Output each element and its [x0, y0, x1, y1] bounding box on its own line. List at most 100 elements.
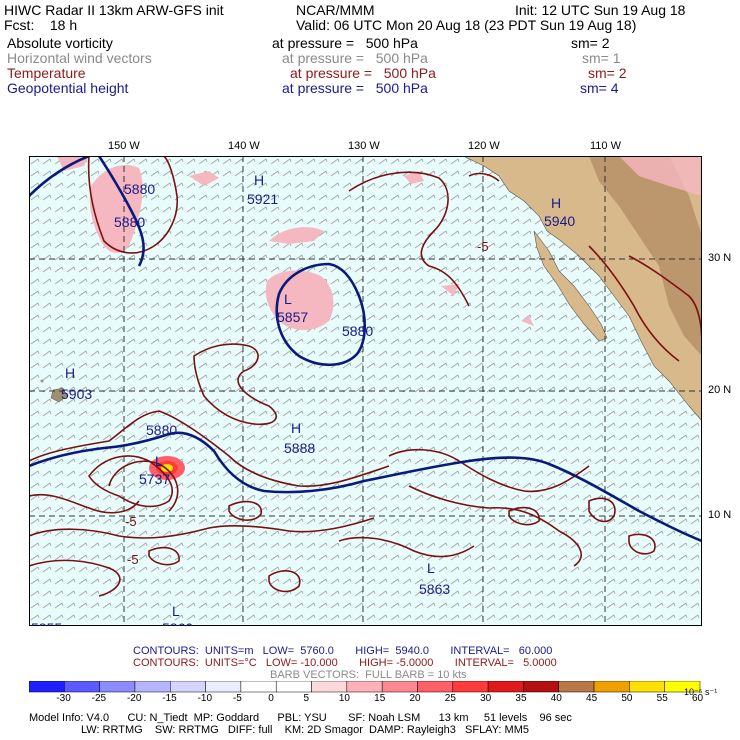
colorbar-swatch	[664, 681, 701, 693]
temp-labels: -5 -5 -5	[125, 239, 489, 567]
field-pressure-temperature: at pressure = 500 hPa	[290, 65, 436, 81]
label-value-5880-c: 5880	[342, 323, 373, 339]
colorbar-tick-label: 0	[268, 693, 274, 704]
label-value-5880-b: 5880	[114, 214, 145, 230]
colorbar-tick-label: 55	[656, 693, 668, 704]
label-value-5880-d: 5880	[146, 422, 177, 438]
valid-time: Valid: 06 UTC Mon 20 Aug 18 (23 PDT Sun …	[296, 17, 637, 33]
label-type-h-5921: H	[254, 172, 264, 188]
colorbar-swatch	[99, 681, 136, 693]
colorbar-swatch	[311, 681, 348, 693]
colorbar-swatch	[452, 681, 489, 693]
label-value-5860: 5860	[162, 620, 193, 626]
colorbar-tick-label: 20	[409, 693, 421, 704]
colorbar-units: 10⁻⁵ s⁻¹	[684, 687, 718, 697]
lat-label-30n: 30 N	[708, 252, 732, 264]
colorbar-swatch	[523, 681, 559, 693]
lat-lon-grid	[29, 156, 702, 626]
colorbar-swatch	[629, 681, 665, 693]
model-title: HIWC Radar II 13km ARW-GFS init	[4, 2, 224, 18]
height-contours	[29, 156, 702, 543]
label-type-l-5860: L	[172, 603, 180, 619]
label-value-5855: 5855	[31, 620, 62, 626]
colorbar-swatch	[170, 681, 206, 693]
colorbar-swatch	[275, 681, 312, 693]
label-type-l-5737: L	[155, 453, 163, 469]
field-name-height: Geopotential height	[7, 80, 129, 96]
colorbar-swatch	[381, 681, 418, 693]
colorbar-tick-label: 50	[621, 693, 633, 704]
field-name-vorticity: Absolute vorticity	[7, 35, 113, 51]
temp-label-b: -5	[125, 514, 137, 529]
height-labels: H 5921 H 5940 L 5857 H 5903 H 5888 L 586…	[31, 172, 575, 626]
map-border	[29, 156, 702, 626]
colorbar-tick-label: -15	[162, 693, 177, 704]
colorbar-tick-label: 15	[374, 693, 386, 704]
colorbar-tick-label: -10	[197, 693, 213, 704]
label-value-5888: 5888	[284, 440, 315, 456]
field-sm-vorticity: sm= 2	[571, 35, 610, 51]
forecast-hour: Fcst: 18 h	[4, 17, 78, 33]
field-sm-wind: sm= 1	[582, 50, 621, 66]
colorbar-swatch	[417, 681, 454, 693]
colorbar-swatch	[487, 681, 524, 693]
field-name-wind: Horizontal wind vectors	[7, 50, 152, 66]
colorbar-tick-label: 5	[303, 693, 310, 704]
colorbar-tick-label: 10	[338, 693, 350, 704]
field-pressure-vorticity: at pressure = 500 hPa	[272, 35, 418, 51]
colorbar-tick-label: 60	[692, 693, 704, 704]
colorbar-swatch	[134, 681, 171, 693]
label-type-l-5863: L	[427, 560, 435, 576]
colorbar-tick-label: 35	[515, 693, 527, 704]
vorticity-fill	[57, 156, 702, 331]
land-highlands	[589, 156, 702, 356]
field-pressure-wind: at pressure = 500 hPa	[282, 50, 428, 66]
label-value-5880-a: 5880	[124, 181, 155, 197]
lon-label-130w: 130 W	[348, 140, 380, 152]
colorbar-tick-label: -30	[56, 693, 71, 704]
temp-label-c: -5	[127, 552, 139, 567]
lon-label-120w: 120 W	[468, 140, 500, 152]
colorbar-tick-label: -25	[91, 693, 107, 704]
contours-temp-info: CONTOURS: UNITS=°C LOW= -10.000 HIGH= -5…	[133, 657, 557, 669]
colorbar-tick-label: -5	[232, 693, 242, 704]
lat-label-10n: 10 N	[708, 509, 732, 521]
model-info-1: Model Info: V4.0 CU: N_Tiedt MP: Goddard…	[29, 712, 572, 724]
field-sm-temperature: sm= 2	[588, 65, 627, 81]
colorbar-swatch	[593, 681, 630, 693]
field-sm-height: sm= 4	[580, 80, 619, 96]
colorbar-tick-label: 25	[444, 693, 456, 704]
lat-label-20n: 20 N	[708, 384, 732, 396]
colorbar-swatch	[64, 681, 100, 693]
institution-label: NCAR/MMM	[296, 2, 375, 18]
lon-label-140w: 140 W	[228, 140, 260, 152]
model-info-2: LW: RRTMG SW: RRTMG DIFF: full KM: 2D Sm…	[29, 724, 529, 736]
lon-label-150w: 150 W	[108, 140, 140, 152]
colorbar-tick-label: 45	[586, 693, 598, 704]
label-value-5940: 5940	[544, 213, 575, 229]
label-value-5863: 5863	[419, 581, 450, 597]
label-type-l-5857: L	[284, 291, 292, 307]
field-pressure-height: at pressure = 500 hPa	[282, 80, 428, 96]
colorbar-swatch	[240, 681, 277, 693]
label-type-h-5903: H	[65, 365, 75, 381]
lon-label-110w: 110 W	[590, 140, 621, 152]
init-time: Init: 12 UTC Sun 19 Aug 18	[515, 2, 686, 18]
label-type-h-5888: H	[291, 420, 301, 436]
colorbar-tick-label: 40	[550, 693, 562, 704]
label-value-5737: 5737	[139, 471, 170, 487]
label-value-5857: 5857	[277, 309, 308, 325]
label-value-5903: 5903	[61, 386, 92, 402]
temp-label-a: -5	[477, 239, 489, 254]
barb-vectors-info: BARB VECTORS: FULL BARB = 10 kts	[270, 669, 467, 681]
weather-map: H 5921 H 5940 L 5857 H 5903 H 5888 L 586…	[29, 156, 702, 626]
colorbar-swatch	[346, 681, 383, 693]
colorbar-tick-label: 30	[480, 693, 492, 704]
field-name-temperature: Temperature	[7, 65, 86, 81]
label-type-h-5940: H	[551, 195, 561, 211]
contours-height-info: CONTOURS: UNITS=m LOW= 5760.0 HIGH= 5940…	[133, 645, 553, 657]
colorbar	[29, 681, 701, 693]
colorbar-tick-label: -20	[126, 693, 142, 704]
colorbar-swatch	[29, 681, 65, 693]
temperature-contours	[29, 156, 702, 597]
